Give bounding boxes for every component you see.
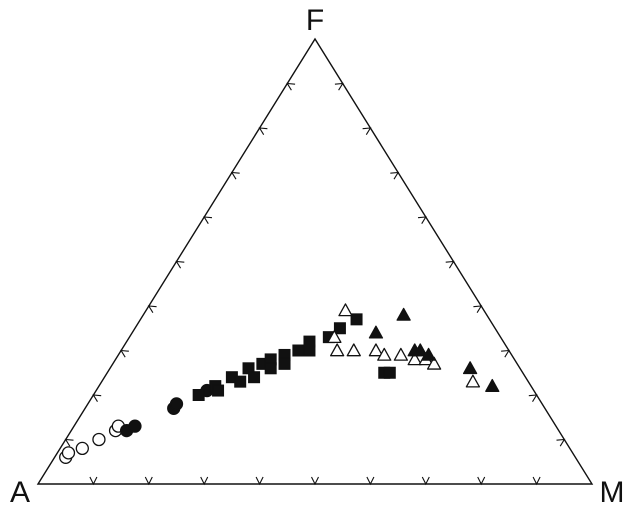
tick-marks	[64, 82, 566, 486]
tick-am-5	[311, 476, 319, 486]
point-open-circle-4	[92, 432, 106, 447]
tick-fm-4	[417, 216, 427, 224]
point-filled-triangle-6	[462, 361, 478, 375]
tick-am-7	[421, 476, 430, 486]
point-open-triangle-8	[407, 352, 422, 366]
tick-af-5	[175, 260, 185, 269]
tick-fm-2	[362, 127, 372, 135]
point-filled-square-12	[278, 357, 291, 370]
tick-af-8	[258, 127, 268, 135]
tick-fm-7	[501, 349, 510, 358]
tick-af-9	[286, 82, 296, 91]
tick-fm-5	[445, 260, 455, 269]
point-filled-square-20	[383, 366, 396, 379]
point-filled-square-17	[333, 322, 346, 335]
point-filled-circle-4	[169, 397, 184, 411]
tick-am-1	[89, 476, 98, 486]
point-open-triangle-3	[330, 343, 345, 357]
point-filled-square-15	[303, 344, 316, 357]
point-open-triangle-7	[393, 347, 409, 361]
tick-am-4	[255, 476, 264, 486]
point-filled-square-1	[192, 389, 205, 401]
point-open-triangle-5	[368, 343, 384, 357]
tick-af-6	[203, 216, 213, 224]
tick-af-7	[230, 171, 240, 180]
point-filled-triangle-4	[413, 343, 428, 357]
point-open-circle-3	[75, 441, 89, 456]
tick-am-3	[200, 476, 209, 486]
tick-am-8	[477, 476, 486, 486]
point-open-triangle-6	[377, 347, 392, 361]
point-filled-square-18	[350, 313, 363, 326]
point-filled-square-10	[264, 362, 277, 375]
point-filled-square-8	[248, 371, 261, 384]
point-filled-triangle-5	[421, 347, 436, 361]
point-open-triangle-2	[327, 329, 342, 344]
vertex-label-a: A	[10, 476, 30, 506]
vertex-label-m: M	[600, 476, 625, 506]
tick-am-6	[366, 476, 375, 486]
tick-af-1	[64, 438, 74, 447]
tick-fm-8	[528, 394, 538, 402]
point-filled-square-3	[212, 384, 225, 397]
point-open-triangle-10	[426, 356, 442, 370]
point-open-triangle-11	[465, 374, 481, 388]
tick-fm-6	[473, 305, 483, 313]
tick-af-4	[147, 305, 157, 313]
tick-am-2	[144, 476, 153, 486]
data-points	[59, 303, 500, 464]
tick-fm-9	[556, 438, 566, 447]
point-open-triangle-4	[346, 343, 361, 357]
triangle-frame	[36, 37, 594, 485]
tick-am-9	[532, 476, 541, 486]
tick-af-3	[120, 349, 129, 358]
point-filled-square-5	[234, 375, 247, 388]
point-filled-triangle-7	[485, 378, 500, 392]
point-open-triangle-1	[338, 303, 353, 317]
point-open-circle-2	[61, 446, 76, 460]
tick-fm-3	[390, 171, 400, 180]
tick-fm-1	[334, 82, 344, 91]
point-filled-triangle-2	[396, 307, 411, 321]
tick-af-2	[92, 394, 102, 402]
vertex-label-f: F	[306, 4, 324, 37]
point-filled-circle-2	[128, 419, 142, 433]
point-filled-square-13	[292, 344, 305, 357]
point-filled-triangle-1	[368, 325, 384, 339]
